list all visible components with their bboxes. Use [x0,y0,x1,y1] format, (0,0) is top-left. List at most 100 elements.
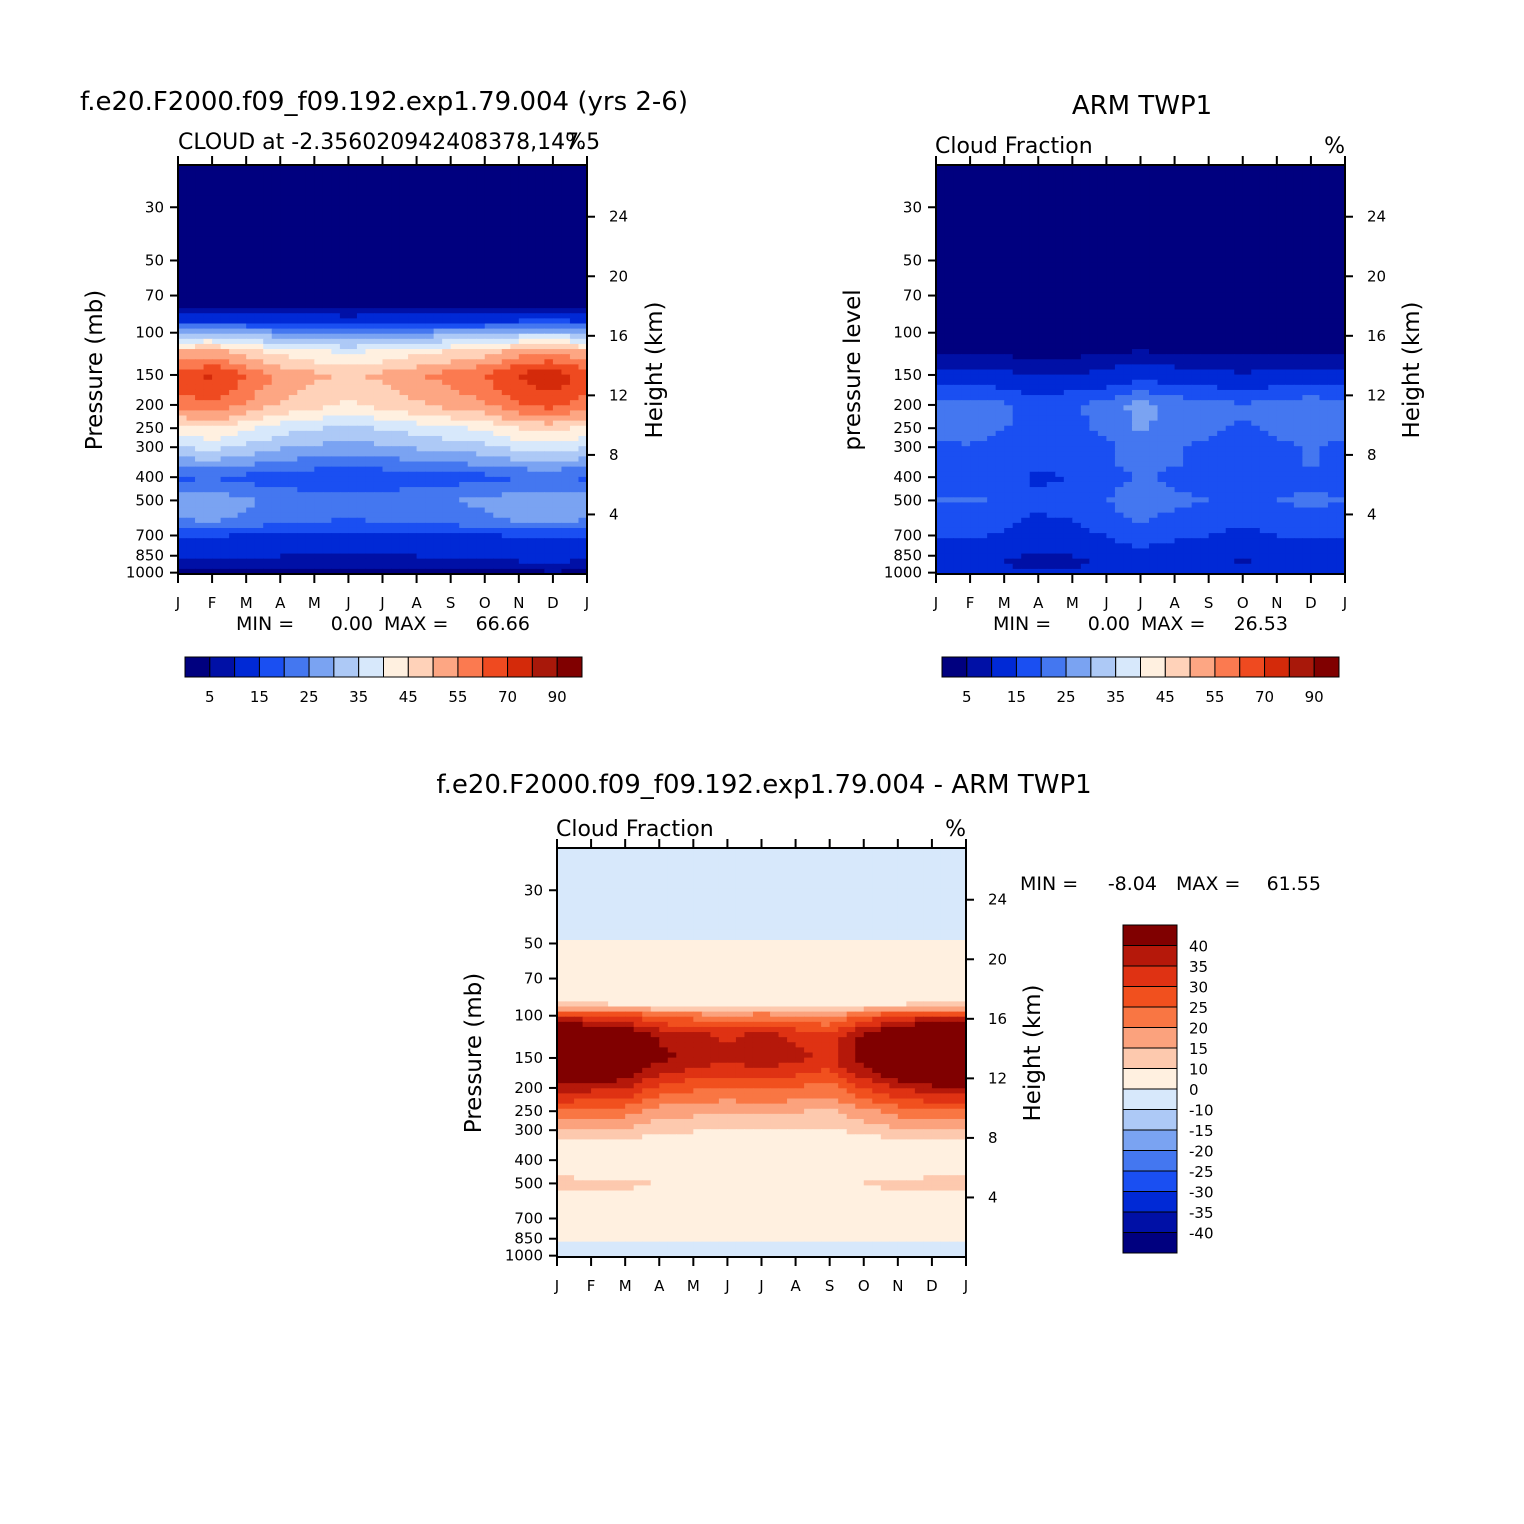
contour-cell [1004,200,1014,207]
contour-cell [314,446,324,452]
contour-cell [246,272,256,279]
contour-cell [408,410,418,417]
contour-cell [373,548,384,555]
contour-cell [280,333,290,340]
contour-cell [237,185,247,192]
contour-cell [178,364,188,371]
contour-cell [314,543,324,550]
contour-cell [953,185,963,192]
contour-cell [995,241,1005,248]
contour-cell [578,410,588,417]
contour-cell [535,267,545,273]
contour-cell [339,461,350,468]
contour-cell [501,180,511,187]
contour-cell [1191,200,1201,207]
contour-cell [178,272,188,279]
contour-cell [552,548,563,555]
contour-cell [953,170,963,176]
contour-cell [382,205,392,212]
contour-cell [1029,190,1039,197]
contour-cell [1293,205,1303,212]
contour-cell [1302,170,1312,176]
contour-cell [237,395,247,401]
contour-cell [365,481,375,488]
contour-cell [467,548,477,555]
contour-cell [569,251,580,258]
contour-cell [442,185,452,192]
contour-cell [408,338,418,345]
contour-cell [1046,246,1056,253]
contour-cell [382,538,392,544]
contour-cell [987,175,997,181]
contour-cell [459,251,469,258]
contour-cell [229,456,239,463]
contour-cell [391,420,401,427]
contour-cell [544,364,554,371]
contour-cell [399,303,409,309]
contour-cell [382,420,392,427]
contour-cell [399,522,409,529]
contour-cell [1055,272,1065,279]
contour-cell [1310,200,1321,207]
contour-cell [1234,246,1244,253]
contour-cell [288,441,298,447]
contour-cell [356,165,367,171]
contour-cell [288,410,298,417]
contour-cell [459,481,469,488]
contour-cell [1004,251,1014,258]
contour-cell [544,538,554,544]
contour-cell [442,389,452,396]
contour-cell [246,190,256,197]
contour-cell [186,241,196,248]
contour-cell [314,175,324,181]
contour-cell [569,277,580,284]
contour-cell [203,251,213,258]
contour-cell [229,349,239,355]
contour-cell [1183,180,1193,187]
contour-cell [399,543,409,550]
contour-cell [527,190,537,197]
contour-cell [944,221,954,227]
contour-cell [535,359,545,365]
contour-cell [408,170,418,176]
contour-cell [510,400,520,406]
contour-cell [1140,272,1150,279]
contour-cell [1055,170,1065,176]
contour-cell [535,246,545,253]
contour-cell [263,415,273,422]
contour-cell [1234,200,1244,207]
contour-cell [1268,262,1278,268]
contour-cell [493,502,503,509]
contour-cell [1046,257,1056,263]
contour-cell [416,384,426,391]
contour-cell [552,405,563,411]
contour-cell [263,487,273,493]
contour-cell [416,354,426,360]
contour-cell [356,236,367,243]
contour-cell [493,507,503,514]
contour-cell [391,476,401,483]
contour-cell [382,461,392,468]
contour-cell [288,400,298,406]
contour-cell [331,292,341,299]
contour-cell [1029,221,1039,227]
contour-cell [1080,226,1090,233]
contour-cell [467,236,477,243]
contour-cell [518,226,528,233]
contour-cell [280,512,290,519]
contour-cell [314,303,324,309]
contour-cell [391,374,401,381]
contour-cell [1251,267,1261,273]
colorbar-box [383,656,409,678]
contour-cell [476,430,486,437]
contour-cell [399,497,409,504]
contour-cell [297,568,307,575]
contour-cell [356,512,367,519]
contour-cell [246,456,256,463]
contour-cell [195,231,205,238]
contour-cell [569,267,580,273]
contour-cell [408,538,418,544]
contour-cell [1200,267,1210,273]
contour-cell [467,568,477,575]
contour-cell [1114,246,1125,253]
